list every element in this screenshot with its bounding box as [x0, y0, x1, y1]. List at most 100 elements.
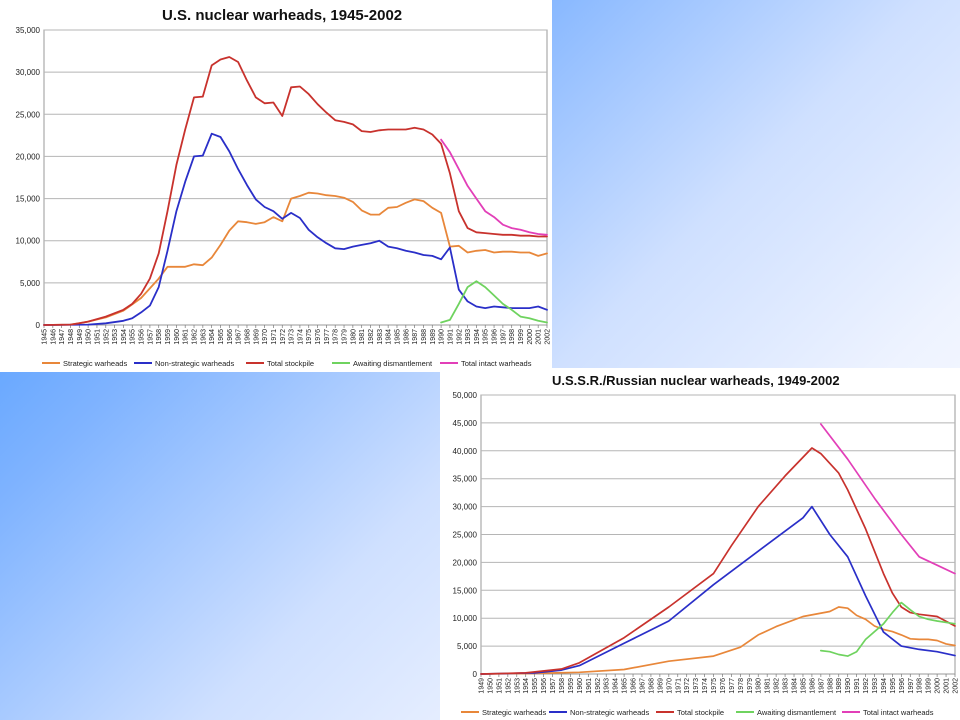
x-tick-label: 1987	[818, 678, 825, 694]
x-tick-label: 1947	[59, 329, 66, 345]
x-tick-label: 1964	[613, 678, 620, 694]
x-tick-label: 1971	[271, 329, 278, 345]
x-tick-label: 1989	[836, 678, 843, 694]
legend-item-awaiting-dismantlement: Awaiting dismantlement	[736, 708, 837, 717]
legend-item-total-stockpile: Total stockpile	[656, 708, 724, 717]
x-tick-label: 1960	[174, 329, 181, 345]
y-tick-label: 30,000	[16, 68, 41, 77]
x-tick-label: 1991	[854, 678, 861, 694]
x-tick-label: 1967	[236, 329, 243, 345]
x-tick-label: 1963	[200, 329, 207, 345]
series-line-awaiting-dismantlement	[440, 280, 548, 324]
x-tick-label: 1999	[926, 678, 933, 694]
x-tick-label: 1977	[729, 678, 736, 694]
x-tick-label: 1950	[487, 678, 494, 694]
x-tick-label: 1955	[532, 678, 539, 694]
y-tick-label: 20,000	[16, 152, 41, 161]
y-tick-label: 15,000	[16, 195, 41, 204]
x-tick-label: 1988	[827, 678, 834, 694]
y-tick-label: 15,000	[453, 586, 478, 595]
x-tick-label: 2001	[536, 329, 543, 345]
legend-label: Awaiting dismantlement	[353, 359, 433, 368]
series-line-total-intact-warheads	[819, 423, 956, 575]
x-tick-label: 1951	[94, 329, 101, 345]
x-tick-label: 1966	[631, 678, 638, 694]
x-tick-label: 1992	[863, 678, 870, 694]
x-tick-label: 1950	[86, 329, 93, 345]
x-tick-label: 1974	[297, 329, 304, 345]
series-line-awaiting-dismantlement	[819, 601, 956, 657]
legend-item-awaiting-dismantlement: Awaiting dismantlement	[332, 359, 433, 368]
x-tick-label: 1954	[121, 329, 128, 345]
x-tick-label: 1996	[899, 678, 906, 694]
legend-label: Strategic warheads	[63, 359, 127, 368]
x-tick-label: 1959	[165, 329, 172, 345]
x-tick-label: 1978	[738, 678, 745, 694]
y-tick-label: 25,000	[16, 110, 41, 119]
series-line-total-stockpile	[43, 56, 548, 326]
x-tick-label: 1981	[765, 678, 772, 694]
legend-item-non-strategic-warheads: Non-strategic warheads	[549, 708, 649, 717]
x-tick-label: 1983	[783, 678, 790, 694]
x-tick-label: 1968	[648, 678, 655, 694]
x-tick-label: 1976	[720, 678, 727, 694]
plot-area	[43, 29, 548, 326]
x-tick-label: 1984	[792, 678, 799, 694]
y-tick-label: 0	[473, 670, 478, 679]
legend-item-total-intact-warheads: Total intact warheads	[440, 359, 532, 368]
x-tick-label: 1985	[800, 678, 807, 694]
x-tick-label: 1973	[693, 678, 700, 694]
x-tick-label: 1957	[550, 678, 557, 694]
y-tick-label: 40,000	[453, 447, 478, 456]
y-tick-label: 0	[36, 321, 41, 330]
x-tick-label: 2002	[545, 329, 552, 345]
x-tick-label: 1977	[324, 329, 331, 345]
x-tick-label: 1960	[577, 678, 584, 694]
x-tick-label: 1969	[657, 678, 664, 694]
x-tick-label: 1974	[702, 678, 709, 694]
x-tick-label: 1987	[412, 329, 419, 345]
x-tick-label: 1965	[622, 678, 629, 694]
x-tick-label: 1993	[465, 329, 472, 345]
series-line-strategic-warheads	[43, 191, 548, 326]
x-tick-label: 1963	[604, 678, 611, 694]
x-tick-label: 2000	[935, 678, 942, 694]
x-tick-label: 1982	[368, 329, 375, 345]
ussr-chart-panel: U.S.S.R./Russian nuclear warheads, 1949-…	[440, 368, 960, 720]
legend-label: Non-strategic warheads	[155, 359, 234, 368]
y-tick-label: 5,000	[20, 279, 41, 288]
x-tick-label: 1991	[447, 329, 454, 345]
x-tick-label: 1970	[666, 678, 673, 694]
legend-item-strategic-warheads: Strategic warheads	[461, 708, 546, 717]
x-tick-label: 1990	[439, 329, 446, 345]
legend-item-total-intact-warheads: Total intact warheads	[842, 708, 934, 717]
x-tick-label: 1953	[514, 678, 521, 694]
series-line-non-strategic-warheads	[480, 505, 956, 675]
x-tick-label: 1971	[675, 678, 682, 694]
y-tick-label: 35,000	[16, 26, 41, 35]
x-tick-label: 1958	[156, 329, 163, 345]
x-tick-label: 1969	[253, 329, 260, 345]
x-tick-label: 1975	[711, 678, 718, 694]
x-tick-label: 1952	[505, 678, 512, 694]
x-tick-label: 1956	[541, 678, 548, 694]
x-tick-label: 1957	[147, 329, 154, 345]
x-tick-label: 1959	[568, 678, 575, 694]
legend-label: Total stockpile	[677, 708, 724, 717]
x-tick-label: 1975	[306, 329, 313, 345]
x-tick-label: 1986	[403, 329, 410, 345]
x-tick-label: 1956	[139, 329, 146, 345]
x-tick-label: 1980	[756, 678, 763, 694]
x-tick-label: 1982	[774, 678, 781, 694]
x-tick-label: 1999	[518, 329, 525, 345]
x-tick-label: 1996	[492, 329, 499, 345]
x-tick-label: 1980	[350, 329, 357, 345]
legend-label: Awaiting dismantlement	[757, 708, 837, 717]
x-tick-label: 1951	[496, 678, 503, 694]
x-tick-label: 1954	[523, 678, 530, 694]
legend-label: Strategic warheads	[482, 708, 546, 717]
chart-title: U.S. nuclear warheads, 1945-2002	[162, 7, 402, 24]
x-tick-label: 1973	[289, 329, 296, 345]
x-tick-label: 2000	[527, 329, 534, 345]
legend-item-total-stockpile: Total stockpile	[246, 359, 314, 368]
